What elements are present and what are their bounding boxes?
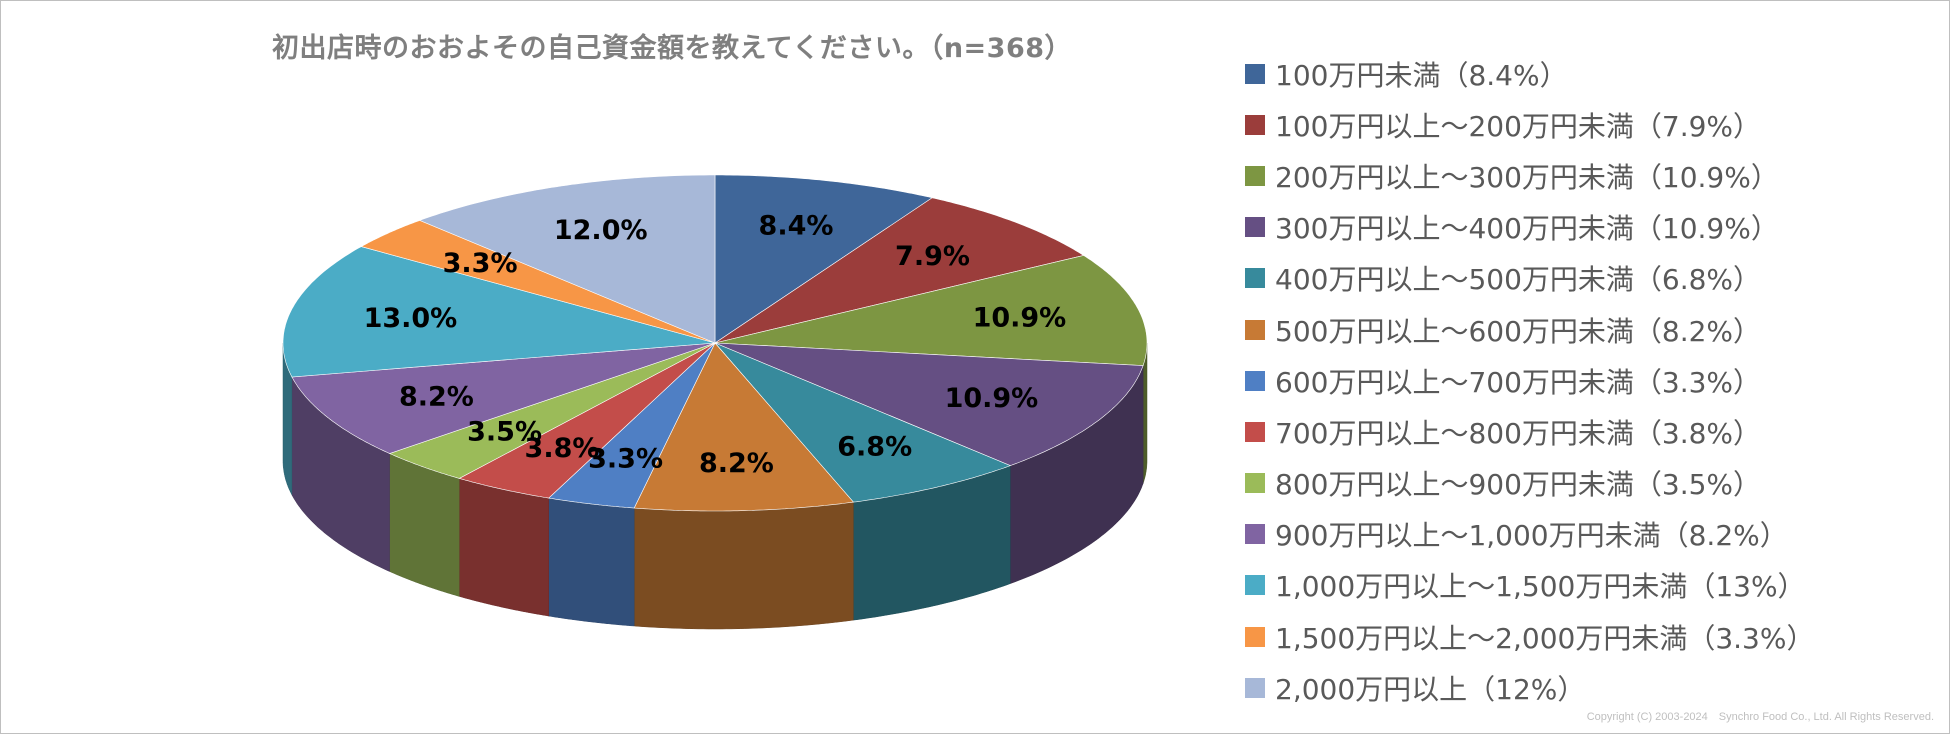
- legend-item-9: 900万円以上～1,000万円未満（8.2%）: [1245, 509, 1814, 560]
- legend-item-6: 600万円以上～700万円未満（3.3%）: [1245, 355, 1814, 406]
- legend-swatch-7: [1245, 421, 1265, 442]
- legend-label-9: 900万円以上～1,000万円未満（8.2%）: [1275, 519, 1788, 553]
- legend-swatch-6: [1245, 370, 1265, 391]
- data-label-10: 13.0%: [364, 303, 458, 334]
- legend-label-11: 1,500万円以上～2,000万円未満（3.3%）: [1275, 621, 1815, 655]
- data-label-2: 10.9%: [973, 303, 1067, 334]
- pie-slice-11: [360, 220, 716, 344]
- data-label-3: 10.9%: [945, 383, 1039, 414]
- pie-slice-12: [418, 174, 716, 344]
- legend-swatch-5: [1245, 319, 1265, 340]
- legend-item-5: 500万円以上～600万円未満（8.2%）: [1245, 304, 1814, 355]
- pie-side-7: [459, 478, 549, 617]
- data-label-7: 3.8%: [525, 433, 600, 464]
- data-label-5: 8.2%: [699, 448, 774, 479]
- legend-item-7: 700万円以上～800万円未満（3.8%）: [1245, 406, 1814, 457]
- chart-title: 初出店時のおおよその自己資金額を教えてください。（n=368）: [272, 33, 1073, 64]
- legend-label-10: 1,000万円以上～1,500万円未満（13%）: [1275, 570, 1806, 604]
- legend-item-10: 1,000万円以上～1,500万円未満（13%）: [1245, 560, 1814, 611]
- legend-swatch-3: [1245, 217, 1265, 238]
- legend-item-4: 400万円以上～500万円未満（6.8%）: [1245, 253, 1814, 304]
- data-label-12: 12.0%: [554, 215, 648, 246]
- pie-slice-9: [291, 342, 716, 454]
- pie-depth: [282, 343, 1148, 630]
- legend-label-5: 500万円以上～600万円未満（8.2%）: [1275, 314, 1762, 348]
- pie-side-5: [633, 501, 854, 630]
- legend-swatch-2: [1245, 165, 1265, 186]
- data-label-6: 3.3%: [588, 443, 663, 474]
- data-label-1: 7.9%: [895, 241, 970, 272]
- data-label-4: 6.8%: [837, 431, 912, 462]
- pie-slice-4: [714, 342, 1012, 503]
- legend-swatch-4: [1245, 268, 1265, 289]
- legend-swatch-8: [1245, 473, 1265, 494]
- pie-slice-0: [714, 174, 933, 344]
- legend-item-8: 800万円以上～900万円未満（3.5%）: [1245, 458, 1814, 509]
- legend-label-12: 2,000万円以上（12%）: [1275, 672, 1586, 706]
- pie-slice-2: [714, 255, 1148, 366]
- data-label-0: 8.4%: [759, 211, 834, 242]
- legend-swatch-9: [1245, 524, 1265, 545]
- legend-item-0: 100万円未満（8.4%）: [1245, 48, 1814, 99]
- legend-swatch-1: [1245, 114, 1265, 135]
- data-label-8: 3.5%: [467, 417, 542, 448]
- legend-swatch-0: [1245, 63, 1265, 84]
- legend-label-8: 800万円以上～900万円未満（3.5%）: [1275, 468, 1762, 502]
- pie-slice-10: [282, 246, 716, 378]
- legend-label-2: 200万円以上～300万円未満（10.9%）: [1275, 160, 1779, 194]
- copyright: Copyright (C) 2003-2024 Synchro Food Co.…: [1586, 711, 1934, 723]
- data-label-11: 3.3%: [443, 248, 518, 279]
- legend-item-3: 300万円以上～400万円未満（10.9%）: [1245, 202, 1814, 253]
- pie-slice-5: [633, 342, 854, 512]
- legend-item-2: 200万円以上～300万円未満（10.9%）: [1245, 150, 1814, 201]
- legend-label-0: 100万円未満（8.4%）: [1275, 58, 1568, 92]
- legend-label-1: 100万円以上～200万円未満（7.9%）: [1275, 109, 1762, 143]
- pie-labels: 8.4%7.9%10.9%10.9%6.8%8.2%3.3%3.8%3.5%8.…: [364, 211, 1067, 480]
- legend-item-11: 1,500万円以上～2,000万円未満（3.3%）: [1245, 611, 1814, 662]
- legend-swatch-11: [1245, 626, 1265, 647]
- legend: 100万円未満（8.4%） 100万円以上～200万円未満（7.9%） 200万円以…: [1245, 48, 1814, 713]
- pie-slice-6: [548, 342, 716, 509]
- legend-item-12: 2,000万円以上（12%）: [1245, 662, 1814, 713]
- legend-label-6: 600万円以上～700万円未満（3.3%）: [1275, 365, 1762, 399]
- legend-label-3: 300万円以上～400万円未満（10.9%）: [1275, 212, 1779, 246]
- pie-slice-3: [714, 342, 1144, 466]
- pie-side-6: [548, 497, 635, 627]
- legend-label-4: 400万円以上～500万円未満（6.8%）: [1275, 263, 1762, 297]
- pie-slice-8: [388, 342, 716, 479]
- legend-swatch-12: [1245, 677, 1265, 698]
- pie-slice-1: [714, 197, 1085, 344]
- pie-slice-7: [458, 342, 716, 499]
- legend-label-7: 700万円以上～800万円未満（3.8%）: [1275, 416, 1762, 450]
- legend-swatch-10: [1245, 575, 1265, 596]
- pie-top: [282, 174, 1148, 512]
- legend-item-1: 100万円以上～200万円未満（7.9%）: [1245, 99, 1814, 150]
- data-label-9: 8.2%: [399, 381, 474, 412]
